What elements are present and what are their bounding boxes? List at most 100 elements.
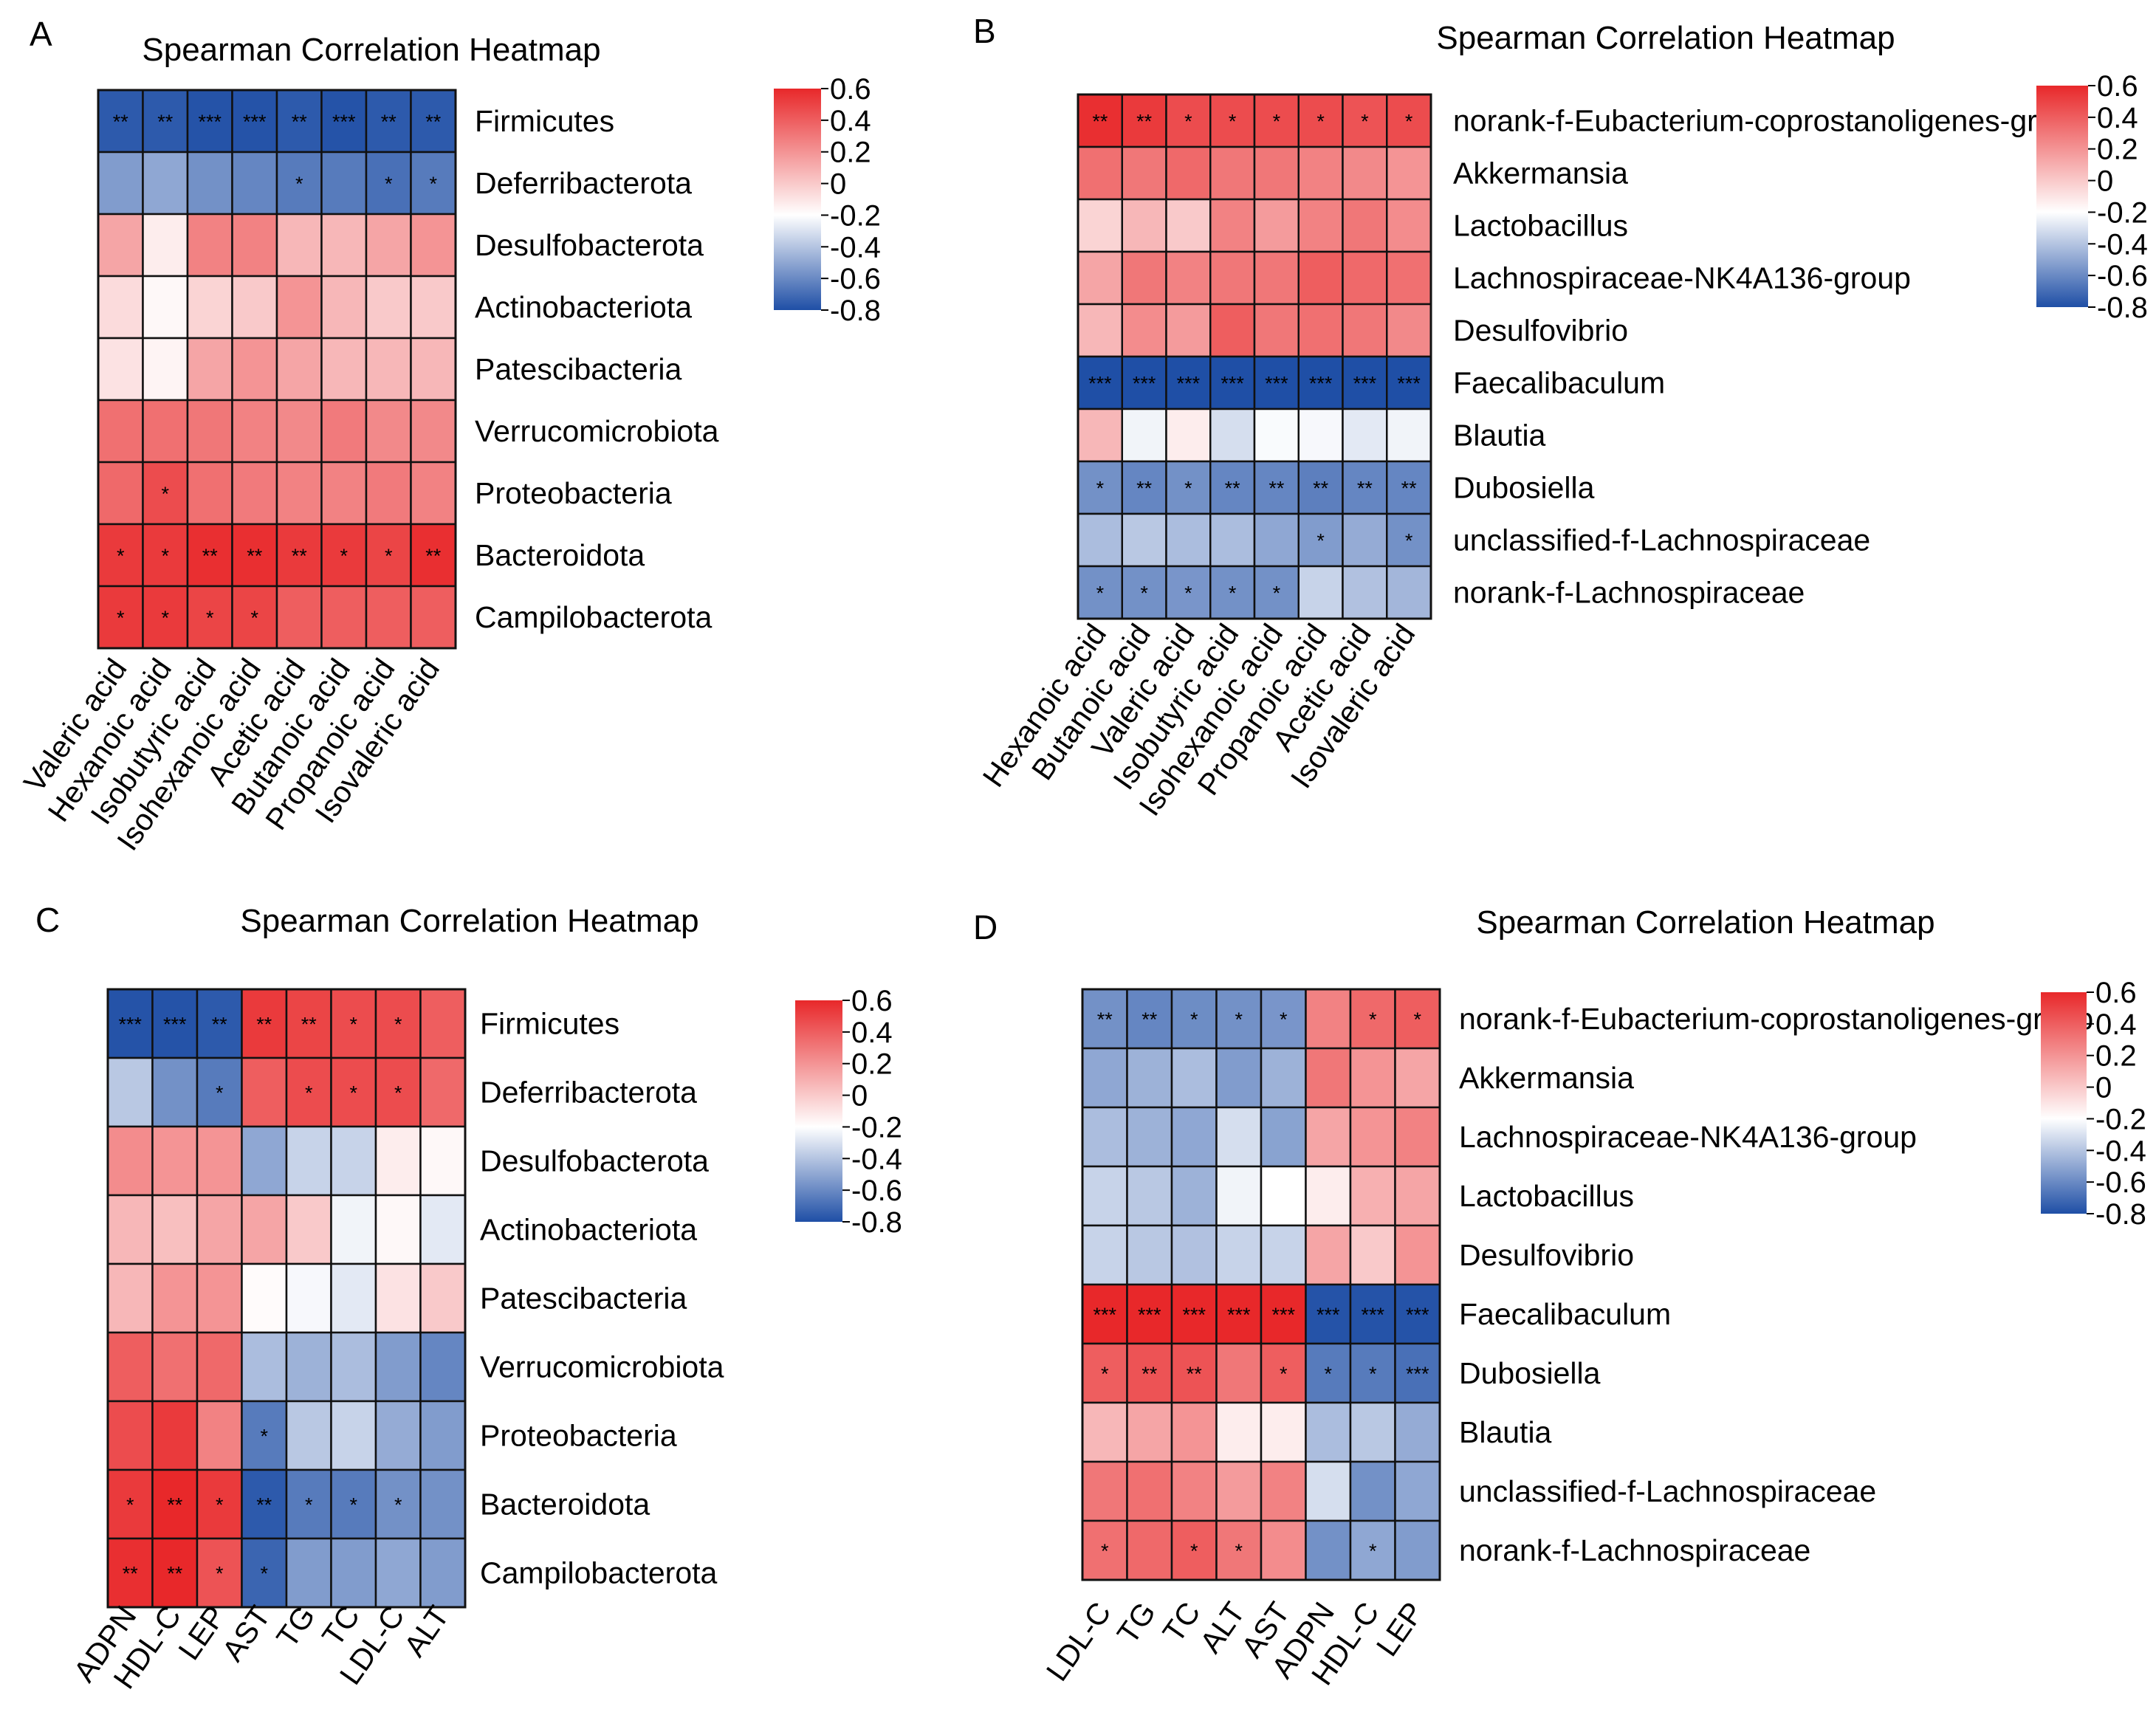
heatmap-cell xyxy=(186,275,233,340)
significance-marker: ** xyxy=(1136,111,1153,133)
panel-b: B Spearman Correlation Heatmap ** ** * * * * *… xyxy=(973,12,2148,822)
column-label: LEP xyxy=(171,1600,232,1666)
significance-marker: * xyxy=(1184,111,1192,133)
legend-tick-label: -0.8 xyxy=(2095,1198,2146,1231)
heatmap-cell xyxy=(410,399,457,464)
heatmap-cell xyxy=(1121,460,1167,515)
heatmap-cell xyxy=(330,1056,377,1128)
legend-tick-label: 0.2 xyxy=(851,1048,893,1081)
significance-marker: *** xyxy=(1397,373,1421,395)
heatmap-cell xyxy=(151,1400,199,1471)
heatmap-cell xyxy=(320,151,368,216)
heatmap-cell xyxy=(1386,145,1432,201)
significance-marker: * xyxy=(394,1082,402,1104)
heatmap-cell xyxy=(231,461,278,526)
heatmap-cell xyxy=(1121,198,1167,253)
heatmap-cell xyxy=(142,275,189,340)
heatmap-cell xyxy=(410,213,457,278)
legend-tick-label: 0.6 xyxy=(2097,70,2138,103)
heatmap-cell xyxy=(1297,303,1344,358)
heatmap-cell xyxy=(419,1125,467,1197)
heatmap-cell xyxy=(374,1331,422,1403)
heatmap-cell xyxy=(374,1194,422,1265)
legend-color-bar xyxy=(2036,86,2088,307)
significance-marker: * xyxy=(385,545,393,567)
heatmap-cell xyxy=(1386,565,1432,620)
heatmap-cell xyxy=(1253,355,1300,410)
heatmap-cell xyxy=(374,1125,422,1197)
significance-marker: * xyxy=(260,1426,268,1448)
significance-marker: *** xyxy=(1221,373,1244,395)
heatmap-cell xyxy=(1215,1106,1263,1168)
heatmap-cell xyxy=(1215,1165,1263,1227)
significance-marker: ** xyxy=(157,111,174,133)
heatmap-cell xyxy=(365,275,412,340)
heatmap-cell xyxy=(1209,145,1256,201)
heatmap-cell xyxy=(97,337,144,402)
significance-marker: ** xyxy=(301,1014,317,1036)
heatmap-cell xyxy=(1305,1047,1352,1109)
heatmap-cell xyxy=(374,1468,422,1540)
significance-marker: ** xyxy=(425,545,442,567)
heatmap-cell xyxy=(1170,1047,1218,1109)
heatmap-cells: ****************************************… xyxy=(1081,988,1441,1581)
heatmap-cell xyxy=(1260,1460,1307,1522)
heatmap-cell xyxy=(1342,250,1388,306)
legend-tick-label: -0.6 xyxy=(2097,260,2148,292)
significance-marker: * xyxy=(1413,1008,1421,1031)
heatmap-cell xyxy=(275,399,323,464)
heatmap-cell xyxy=(419,1262,467,1334)
significance-marker: * xyxy=(340,545,348,567)
heatmap-cell xyxy=(1260,1047,1307,1109)
heatmap-cell xyxy=(106,1262,154,1334)
significance-marker: *** xyxy=(1406,1363,1429,1385)
heatmap-cell xyxy=(1126,1106,1173,1168)
significance-marker: * xyxy=(1229,111,1237,133)
legend-tick-label: -0.6 xyxy=(2095,1166,2146,1199)
heatmap-cell xyxy=(320,399,368,464)
heatmap-cell xyxy=(1081,1460,1128,1522)
heatmap-cell xyxy=(410,275,457,340)
heatmap-cell xyxy=(1260,1165,1307,1227)
heatmap-cell xyxy=(330,1537,377,1609)
heatmap-cell xyxy=(1386,250,1432,306)
legend-tick-label: 0 xyxy=(2097,165,2113,198)
panel-a: A Spearman Correlation Heatmap ** ** *** **… xyxy=(17,15,881,856)
heatmap-cell xyxy=(97,151,144,216)
row-label: Verrucomicrobiota xyxy=(480,1350,724,1384)
color-legend: 0.60.40.20-0.2-0.4-0.6-0.8 xyxy=(2036,70,2148,324)
significance-marker: ** xyxy=(212,1014,228,1036)
row-label: Proteobacteria xyxy=(480,1419,677,1453)
heatmap-cell xyxy=(1209,355,1256,410)
heatmap-cell xyxy=(1297,145,1344,201)
heatmap-cell xyxy=(1081,1165,1128,1227)
significance-marker: * xyxy=(1405,111,1413,133)
heatmap-cell xyxy=(1126,1401,1173,1463)
heatmap-cell xyxy=(1126,1460,1173,1522)
significance-marker: ** xyxy=(1136,478,1153,500)
heatmap-cell xyxy=(1209,303,1256,358)
row-label: Patescibacteria xyxy=(475,352,682,386)
heatmap-cell xyxy=(1394,1519,1441,1581)
heatmap-cell xyxy=(142,213,189,278)
row-label: Blautia xyxy=(1459,1415,1552,1449)
chart-title: Spearman Correlation Heatmap xyxy=(142,32,600,68)
heatmap-cell xyxy=(196,1262,243,1334)
heatmap-cell xyxy=(1126,1047,1173,1109)
significance-marker: ** xyxy=(113,111,129,133)
heatmap-cell xyxy=(1081,1224,1128,1286)
heatmap-cell xyxy=(1297,565,1344,620)
heatmap-cell xyxy=(410,585,457,650)
significance-marker: * xyxy=(216,1082,224,1104)
significance-marker: ** xyxy=(1225,478,1241,500)
row-label: Dubosiella xyxy=(1459,1356,1601,1390)
heatmap-cell xyxy=(1209,408,1256,463)
row-labels: Firmicutes Deferribacterota Desulfobactero… xyxy=(480,1007,724,1590)
heatmap-cell xyxy=(275,523,323,588)
heatmap-cell xyxy=(1165,565,1212,620)
heatmap-cell xyxy=(320,89,368,154)
heatmap-cell xyxy=(231,275,278,340)
significance-marker: ** xyxy=(1357,478,1373,500)
heatmap-cell xyxy=(320,337,368,402)
